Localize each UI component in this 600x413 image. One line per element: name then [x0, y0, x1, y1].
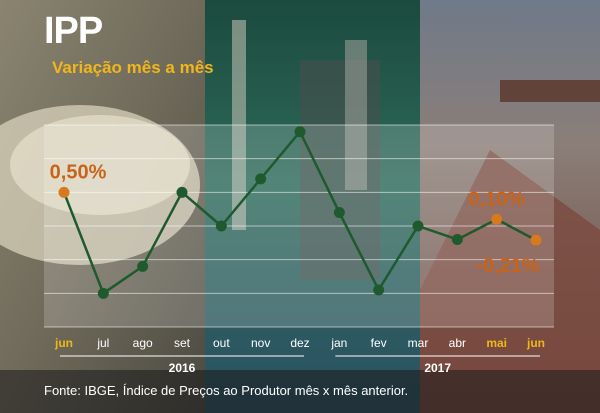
data-point	[58, 186, 70, 198]
x-tick-label: mar	[408, 336, 429, 350]
source-note: Fonte: IBGE, Índice de Preços ao Produto…	[44, 383, 409, 398]
series-markers	[58, 126, 542, 299]
data-point	[451, 233, 463, 245]
year-label: 2017	[424, 361, 451, 375]
data-point	[530, 234, 542, 246]
data-point	[333, 207, 345, 219]
data-point	[137, 260, 149, 272]
x-tick-label: out	[213, 336, 230, 350]
x-tick-label: jul	[96, 336, 109, 350]
data-point	[294, 126, 306, 138]
data-point	[215, 220, 227, 232]
x-tick-label: ago	[133, 336, 153, 350]
x-tick-label: jun	[54, 336, 73, 350]
data-label: -0,21%	[476, 255, 540, 277]
data-point	[373, 284, 385, 296]
data-point	[412, 220, 424, 232]
data-label: 0,10%	[468, 188, 525, 210]
x-axis-ticks: jun jul ago set out nov dez jan fev mar abr mai jun	[54, 336, 545, 350]
year-groups: 2016 2017	[60, 355, 540, 375]
chart-subtitle: Variação mês a mês	[52, 58, 214, 77]
x-tick-label: fev	[371, 336, 387, 350]
x-tick-label: jun	[526, 336, 545, 350]
data-point	[255, 173, 267, 185]
x-tick-label: mai	[486, 336, 507, 350]
chart-title: IPP	[44, 10, 103, 52]
year-label: 2016	[169, 361, 196, 375]
x-tick-label: nov	[251, 336, 270, 350]
data-point	[176, 186, 188, 198]
x-tick-label: jan	[330, 336, 347, 350]
x-tick-label: set	[174, 336, 191, 350]
data-point	[97, 287, 109, 299]
data-label: 0,50%	[50, 161, 107, 183]
x-tick-label: abr	[449, 336, 466, 350]
data-labels: 0,50% 0,10% -0,21%	[50, 161, 540, 277]
data-point	[491, 213, 503, 225]
gridlines	[44, 124, 554, 328]
x-tick-label: dez	[290, 336, 309, 350]
